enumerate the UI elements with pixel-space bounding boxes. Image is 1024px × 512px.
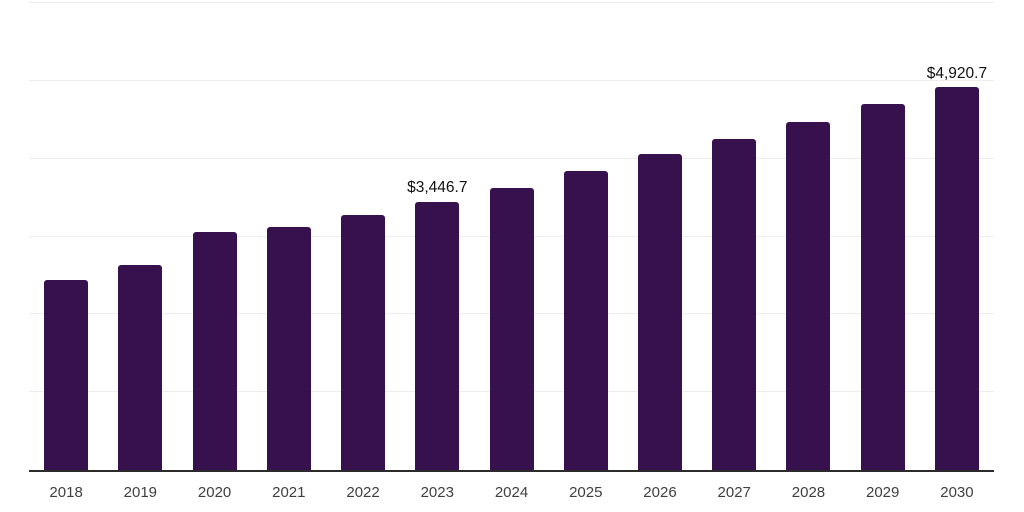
x-tick-label: 2019 [123, 484, 158, 501]
x-tick-label: 2025 [569, 484, 603, 501]
bar-2019 [118, 264, 163, 470]
x-tick-label: 2018 [49, 484, 83, 501]
bar-2020 [192, 232, 237, 470]
bar-slot [252, 3, 326, 470]
gridline [29, 79, 994, 81]
x-axis-tick-labels: 2018 2019 2020 2021 2022 2023 2024 2025 2026 2027… [29, 484, 994, 502]
bar-2021 [266, 227, 311, 470]
bar-2023: $3,446.7 [407, 180, 467, 470]
bar-2029 [860, 104, 905, 470]
bar-slot [29, 3, 103, 470]
bar-value-label: $3,446.7 [407, 179, 468, 197]
bar-slot [177, 3, 251, 470]
x-tick-label: 2022 [346, 484, 380, 501]
x-tick-label: 2029 [866, 484, 900, 501]
bar-slot [326, 3, 400, 470]
bar-slot [771, 3, 845, 470]
x-tick-label: 2030 [940, 484, 974, 501]
bar-2024 [489, 187, 534, 470]
bar-2026 [637, 154, 682, 470]
x-tick-label: 2026 [643, 484, 677, 501]
x-tick-label: 2028 [791, 484, 826, 501]
bar-2028 [786, 122, 831, 470]
bar-2030: $4,920.7 [927, 66, 987, 470]
x-tick-label: 2021 [272, 484, 306, 501]
bars-row: $3,446.7 $4,920.7 [29, 3, 994, 470]
bar-slot: $3,446.7 [400, 3, 474, 470]
bar-value-label: $4,920.7 [926, 64, 988, 82]
bar-slot [697, 3, 771, 470]
gridline [29, 157, 994, 159]
bar-2018 [44, 279, 89, 470]
bar-slot [549, 3, 623, 470]
x-tick-label: 2027 [717, 484, 751, 501]
bar-slot [103, 3, 177, 470]
x-tick-label: 2024 [494, 484, 529, 501]
x-axis-line [29, 470, 994, 472]
gridline [29, 2, 994, 3]
bar-2022 [341, 214, 386, 470]
bar-slot: $4,920.7 [920, 3, 994, 470]
bar-slot [623, 3, 697, 470]
x-tick-label: 2020 [197, 484, 232, 501]
bar-2025 [563, 170, 608, 470]
plot-area: $3,446.7 $4,920.7 [29, 2, 994, 472]
x-tick-label: 2023 [420, 484, 454, 501]
bar-2027 [712, 138, 757, 470]
bar-slot [474, 3, 548, 470]
bar-slot [846, 3, 920, 470]
